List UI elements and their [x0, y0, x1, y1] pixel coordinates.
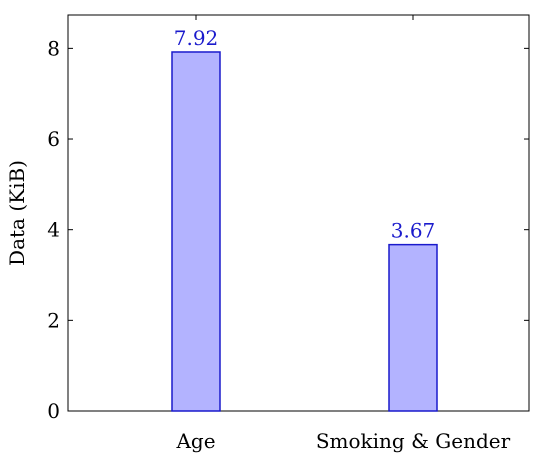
bar — [171, 51, 221, 412]
bar-value-label: 3.67 — [391, 219, 436, 243]
bars — [171, 51, 438, 412]
y-axis-title: Data (KiB) — [5, 160, 29, 266]
y-axis-ticks: 0 2 4 6 8 — [47, 36, 529, 423]
bar-value-label: 7.92 — [174, 26, 219, 50]
y-tick-label: 2 — [47, 308, 60, 332]
y-tick-label: 4 — [47, 218, 60, 242]
data-labels: 7.92 3.67 — [174, 26, 436, 243]
bar — [388, 243, 438, 412]
plot-frame — [67, 14, 530, 412]
y-tick-label: 6 — [47, 127, 60, 151]
x-tick-label: Age — [175, 429, 215, 453]
x-axis-ticks: Age Smoking & Gender — [175, 15, 511, 453]
x-tick-label: Smoking & Gender — [316, 429, 511, 453]
y-tick-label: 8 — [47, 36, 60, 60]
y-tick-label: 0 — [47, 399, 60, 423]
